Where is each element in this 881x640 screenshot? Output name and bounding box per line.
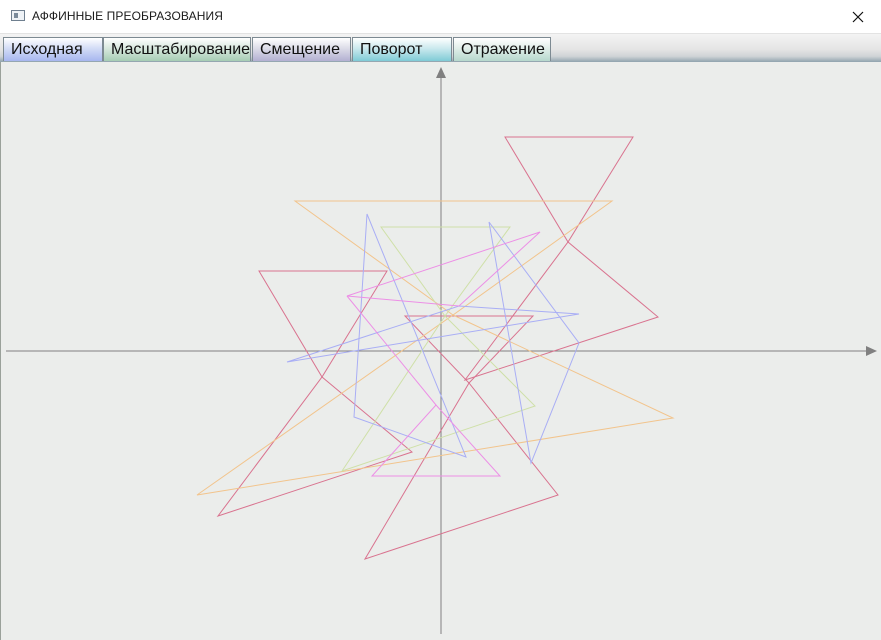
triangle-red-reflected — [363, 382, 559, 560]
triangle-red-rotated — [463, 241, 660, 381]
triangle-red-top-right — [504, 136, 634, 243]
drawing-canvas — [0, 62, 881, 640]
triangle-blue-left — [353, 213, 467, 458]
x-axis-arrow — [866, 346, 877, 356]
close-icon — [852, 11, 864, 22]
triangle-orange-wide — [293, 200, 614, 316]
tab-reflect[interactable]: Отражение — [453, 37, 551, 61]
window-icon — [11, 10, 25, 21]
close-button[interactable] — [835, 0, 881, 33]
triangle-red-left — [258, 270, 388, 378]
triangle-red-small — [403, 315, 535, 384]
tab-shift[interactable]: Смещение — [252, 37, 351, 61]
title-bar: АФФИННЫЕ ПРЕОБРАЗОВАНИЯ — [0, 0, 881, 34]
triangle-blue-right — [488, 221, 580, 465]
tab-rotate[interactable]: Поворот — [352, 37, 452, 61]
triangle-magenta-rotated — [346, 231, 541, 307]
triangle-blue-flat — [286, 305, 580, 363]
magenta-segment — [346, 295, 437, 406]
triangle-green-top — [380, 226, 511, 317]
tab-source[interactable]: Исходная — [3, 37, 103, 61]
triangle-orange-skewed — [196, 314, 675, 496]
window-left-border — [0, 62, 1, 640]
tab-strip: Исходная Масштабирование Смещение Поворо… — [0, 34, 881, 62]
window-title: АФФИННЫЕ ПРЕОБРАЗОВАНИЯ — [32, 9, 223, 23]
y-axis-arrow — [436, 67, 446, 78]
triangle-red-rotated-left — [216, 376, 414, 517]
triangle-magenta-bottom — [370, 404, 502, 477]
tab-scale[interactable]: Масштабирование — [103, 37, 251, 61]
canvas-svg — [6, 67, 877, 634]
triangle-green-bottom — [340, 315, 536, 472]
